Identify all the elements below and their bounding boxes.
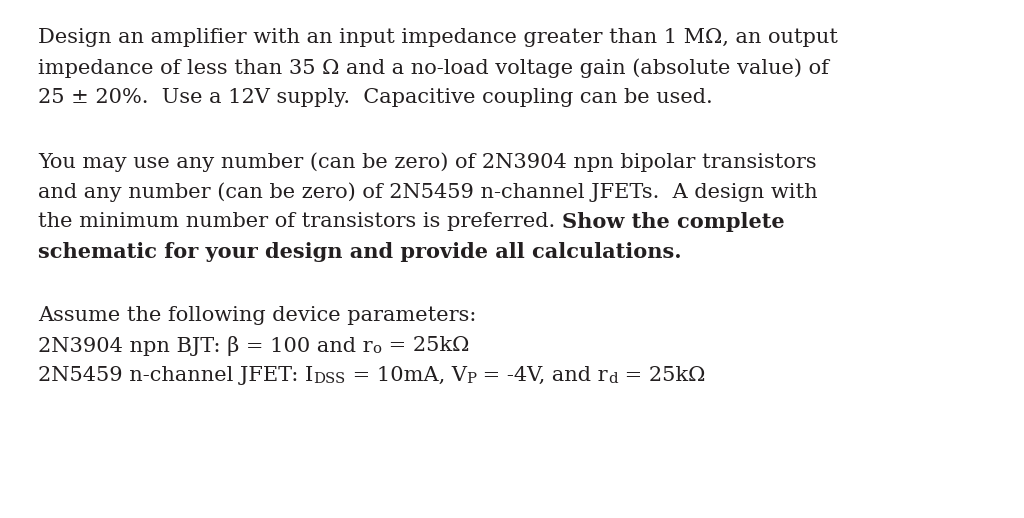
- Text: = 25kΩ: = 25kΩ: [617, 366, 706, 385]
- Text: = 25kΩ: = 25kΩ: [382, 336, 469, 355]
- Text: Show the complete: Show the complete: [562, 212, 784, 232]
- Text: 2N5459 n-channel JFET: I: 2N5459 n-channel JFET: I: [38, 366, 313, 385]
- Text: and any number (can be zero) of 2N5459 n-channel JFETs.  A design with: and any number (can be zero) of 2N5459 n…: [38, 182, 817, 202]
- Text: schematic for your design and provide all calculations.: schematic for your design and provide al…: [38, 242, 682, 263]
- Text: 2N3904 npn BJT: β = 100 and r: 2N3904 npn BJT: β = 100 and r: [38, 336, 373, 356]
- Text: Design an amplifier with an input impedance greater than 1 MΩ, an output: Design an amplifier with an input impeda…: [38, 28, 838, 47]
- Text: impedance of less than 35 Ω and a no-load voltage gain (absolute value) of: impedance of less than 35 Ω and a no-loa…: [38, 58, 828, 78]
- Text: = 10mA, V: = 10mA, V: [345, 366, 467, 385]
- Text: 25 ± 20%.  Use a 12V supply.  Capacitive coupling can be used.: 25 ± 20%. Use a 12V supply. Capacitive c…: [38, 89, 713, 107]
- Text: d: d: [608, 372, 617, 386]
- Text: P: P: [467, 372, 476, 386]
- Text: Assume the following device parameters:: Assume the following device parameters:: [38, 306, 476, 325]
- Text: You may use any number (can be zero) of 2N3904 npn bipolar transistors: You may use any number (can be zero) of …: [38, 152, 816, 171]
- Text: DSS: DSS: [313, 372, 345, 386]
- Text: o: o: [373, 342, 382, 356]
- Text: the minimum number of transistors is preferred.: the minimum number of transistors is pre…: [38, 212, 562, 231]
- Text: = -4V, and r: = -4V, and r: [476, 366, 608, 385]
